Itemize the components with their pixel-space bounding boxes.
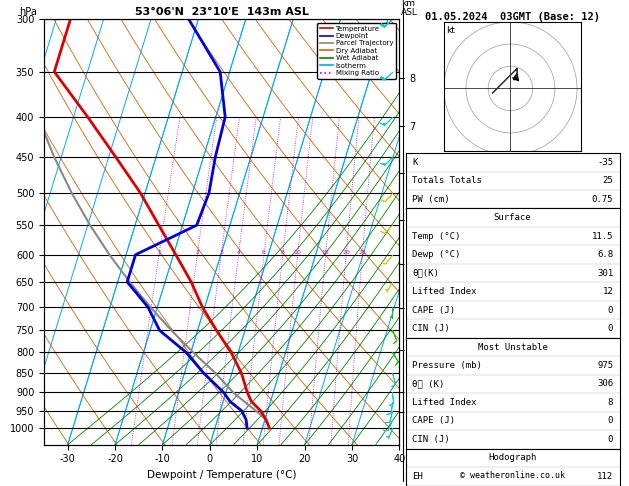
Text: Lifted Index: Lifted Index (412, 287, 477, 296)
Text: 15: 15 (322, 250, 330, 255)
Text: Totals Totals: Totals Totals (412, 176, 482, 185)
Text: 8: 8 (281, 250, 285, 255)
Text: EH: EH (412, 472, 423, 481)
Legend: Temperature, Dewpoint, Parcel Trajectory, Dry Adiabat, Wet Adiabat, Isotherm, Mi: Temperature, Dewpoint, Parcel Trajectory… (318, 23, 396, 79)
Text: km
ASL: km ASL (401, 0, 418, 17)
Text: 0: 0 (608, 324, 613, 333)
Text: 3: 3 (219, 250, 223, 255)
Text: θᴇ (K): θᴇ (K) (412, 380, 444, 388)
Text: CAPE (J): CAPE (J) (412, 417, 455, 425)
Text: CIN (J): CIN (J) (412, 435, 450, 444)
Text: 20: 20 (342, 250, 350, 255)
Text: 306: 306 (597, 380, 613, 388)
Text: 10: 10 (294, 250, 301, 255)
Text: 112: 112 (597, 472, 613, 481)
X-axis label: Dewpoint / Temperature (°C): Dewpoint / Temperature (°C) (147, 470, 296, 480)
Text: 25: 25 (359, 250, 366, 255)
Text: © weatheronline.co.uk: © weatheronline.co.uk (460, 471, 565, 480)
Text: Temp (°C): Temp (°C) (412, 232, 460, 241)
Text: 0: 0 (608, 306, 613, 314)
Text: 8: 8 (608, 398, 613, 407)
Text: 25: 25 (603, 176, 613, 185)
Text: PW (cm): PW (cm) (412, 195, 450, 204)
Text: 6: 6 (262, 250, 266, 255)
Text: Lifted Index: Lifted Index (412, 398, 477, 407)
Text: CIN (J): CIN (J) (412, 324, 450, 333)
Text: 6.8: 6.8 (597, 250, 613, 259)
Text: 11.5: 11.5 (592, 232, 613, 241)
Title: 53°06'N  23°10'E  143m ASL: 53°06'N 23°10'E 143m ASL (135, 7, 309, 17)
Text: Surface: Surface (494, 213, 532, 222)
Text: -35: -35 (597, 158, 613, 167)
Text: Most Unstable: Most Unstable (477, 343, 548, 351)
Text: 0.75: 0.75 (592, 195, 613, 204)
Text: θᴇ(K): θᴇ(K) (412, 269, 439, 278)
Text: Hodograph: Hodograph (489, 453, 537, 462)
Text: K: K (412, 158, 418, 167)
Text: 0: 0 (608, 435, 613, 444)
Text: Pressure (mb): Pressure (mb) (412, 361, 482, 370)
Text: 12: 12 (603, 287, 613, 296)
Text: 0: 0 (608, 417, 613, 425)
Text: 301: 301 (597, 269, 613, 278)
Text: hPa: hPa (19, 7, 37, 17)
Text: 1: 1 (157, 250, 161, 255)
Text: Dewp (°C): Dewp (°C) (412, 250, 460, 259)
Text: 4: 4 (237, 250, 240, 255)
Text: kt: kt (447, 26, 455, 35)
Text: 975: 975 (597, 361, 613, 370)
Text: CAPE (J): CAPE (J) (412, 306, 455, 314)
Text: 01.05.2024  03GMT (Base: 12): 01.05.2024 03GMT (Base: 12) (425, 12, 600, 22)
Text: 2: 2 (196, 250, 199, 255)
